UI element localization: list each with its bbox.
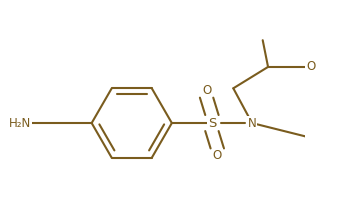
- Text: N: N: [248, 117, 256, 130]
- Text: H₂N: H₂N: [8, 117, 31, 130]
- Text: O: O: [202, 84, 211, 97]
- Text: S: S: [208, 117, 216, 130]
- Text: O: O: [213, 149, 222, 162]
- Text: O: O: [306, 60, 315, 73]
